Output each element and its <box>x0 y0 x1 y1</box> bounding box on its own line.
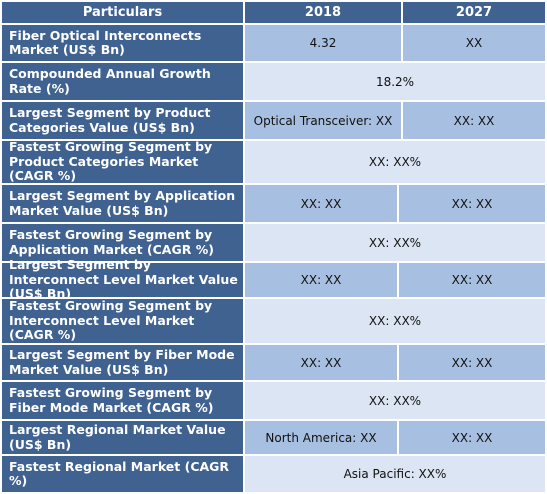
row-label: Largest Segment by Interconnect Level Ma… <box>2 258 243 301</box>
row-value-2027: XX <box>403 25 545 61</box>
row-label: Largest Segment by Product Categories Va… <box>2 102 243 139</box>
row-label: Fastest Growing Segment by Product Categ… <box>2 140 243 183</box>
row-value-2027: XX: XX <box>399 421 545 454</box>
row-label: Fastest Regional Market (CAGR %) <box>2 456 243 492</box>
row-value-merged: Asia Pacific: XX% <box>245 456 545 492</box>
header-year-2018: 2018 <box>245 2 401 23</box>
row-label: Largest Regional Market Value (US$ Bn) <box>2 421 243 454</box>
row-value-2018: North America: XX <box>245 421 397 454</box>
row-label: Largest Segment by Fiber Mode Market Val… <box>2 345 243 380</box>
row-value-2018: XX: XX <box>245 263 397 297</box>
row-value-merged: XX: XX% <box>245 224 545 261</box>
row-value-2018: Optical Transceiver: XX <box>245 102 401 139</box>
row-label: Largest Segment by Application Market Va… <box>2 185 243 222</box>
row-label: Fastest Growing Segment by Application M… <box>2 224 243 261</box>
row-label: Fastest Growing Segment by Interconnect … <box>2 299 243 343</box>
row-value-2027: XX: XX <box>403 102 545 139</box>
row-label: Compounded Annual Growth Rate (%) <box>2 63 243 100</box>
row-value-2027: XX: XX <box>399 345 545 380</box>
row-value-2018: 4.32 <box>245 25 401 61</box>
row-value-merged: XX: XX% <box>245 299 545 343</box>
header-year-2027: 2027 <box>403 2 545 23</box>
row-value-2027: XX: XX <box>399 263 545 297</box>
header-particulars: Particulars <box>2 2 243 23</box>
row-value-2018: XX: XX <box>245 345 397 380</box>
row-label: Fiber Optical Interconnects Market (US$ … <box>2 25 243 61</box>
row-value-merged: XX: XX% <box>245 141 545 183</box>
row-value-2027: XX: XX <box>399 185 545 222</box>
row-value-merged: XX: XX% <box>245 382 545 419</box>
row-value-merged: 18.2% <box>245 63 545 100</box>
row-label: Fastest Growing Segment by Fiber Mode Ma… <box>2 382 243 419</box>
row-value-2018: XX: XX <box>245 185 397 222</box>
